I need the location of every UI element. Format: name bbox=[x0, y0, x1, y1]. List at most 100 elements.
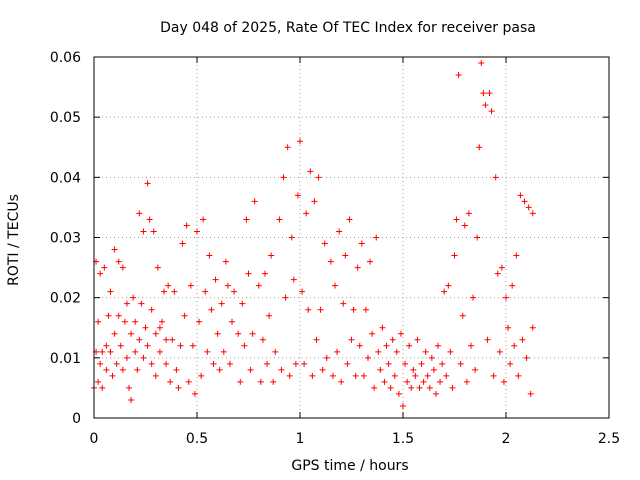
y-tick-label: 0.06 bbox=[50, 50, 81, 66]
data-point bbox=[334, 348, 341, 355]
data-point bbox=[183, 222, 190, 229]
data-point bbox=[235, 330, 242, 337]
y-tick-label: 0.05 bbox=[50, 110, 81, 126]
data-point bbox=[185, 378, 192, 385]
x-tick-labels: 0 0.5 1 1.5 2 2.5 bbox=[90, 431, 621, 447]
data-point bbox=[165, 282, 172, 289]
data-point bbox=[115, 258, 122, 265]
data-point bbox=[280, 174, 287, 181]
data-point bbox=[292, 360, 299, 367]
data-point bbox=[105, 312, 112, 319]
data-point bbox=[447, 348, 454, 355]
data-point bbox=[332, 282, 339, 289]
data-point bbox=[146, 216, 153, 223]
data-point bbox=[130, 294, 137, 301]
data-point bbox=[148, 306, 155, 313]
data-point bbox=[251, 198, 258, 205]
y-tick-label: 0.04 bbox=[50, 170, 81, 186]
data-point bbox=[414, 336, 421, 343]
data-point bbox=[136, 210, 143, 217]
data-point bbox=[222, 258, 229, 265]
data-point bbox=[515, 372, 522, 379]
data-point bbox=[231, 288, 238, 295]
data-point bbox=[441, 288, 448, 295]
data-point bbox=[327, 258, 334, 265]
data-point bbox=[245, 270, 252, 277]
data-point bbox=[426, 384, 433, 391]
data-point bbox=[397, 330, 404, 337]
data-point bbox=[488, 108, 495, 115]
data-point bbox=[140, 354, 147, 361]
data-point bbox=[387, 384, 394, 391]
data-point bbox=[255, 282, 262, 289]
data-point bbox=[309, 372, 316, 379]
data-point bbox=[198, 372, 205, 379]
data-point bbox=[422, 348, 429, 355]
data-point bbox=[99, 348, 106, 355]
data-point bbox=[299, 288, 306, 295]
data-point bbox=[128, 330, 135, 337]
data-point bbox=[416, 384, 423, 391]
data-point bbox=[527, 390, 534, 397]
data-point bbox=[437, 378, 444, 385]
data-point bbox=[509, 282, 516, 289]
data-point bbox=[264, 360, 271, 367]
data-point bbox=[301, 360, 308, 367]
data-point bbox=[268, 252, 275, 259]
y-tick-label: 0.01 bbox=[50, 351, 81, 367]
data-point bbox=[375, 348, 382, 355]
data-point bbox=[189, 342, 196, 349]
data-point bbox=[177, 342, 184, 349]
data-point bbox=[181, 312, 188, 319]
data-point bbox=[305, 306, 312, 313]
data-point bbox=[463, 378, 470, 385]
data-point bbox=[498, 264, 505, 271]
x-tick-label: 0.5 bbox=[186, 431, 208, 447]
data-point bbox=[111, 330, 118, 337]
data-point bbox=[179, 240, 186, 247]
data-point bbox=[410, 366, 417, 373]
data-point bbox=[123, 354, 130, 361]
data-point bbox=[103, 366, 110, 373]
axis-ticks bbox=[93, 56, 610, 419]
data-point bbox=[317, 306, 324, 313]
data-point bbox=[154, 264, 161, 271]
data-point bbox=[144, 180, 151, 187]
data-point bbox=[348, 336, 355, 343]
data-point bbox=[362, 306, 369, 313]
data-point bbox=[445, 282, 452, 289]
data-point bbox=[461, 222, 468, 229]
data-point bbox=[216, 366, 223, 373]
data-point bbox=[99, 384, 106, 391]
data-point bbox=[503, 294, 509, 301]
data-point bbox=[229, 318, 236, 325]
data-point bbox=[408, 384, 415, 391]
data-point bbox=[138, 300, 145, 307]
data-point bbox=[377, 366, 384, 373]
data-point bbox=[459, 312, 466, 319]
data-point bbox=[439, 360, 446, 367]
data-point bbox=[478, 60, 485, 67]
data-point bbox=[148, 360, 155, 367]
data-point bbox=[97, 360, 104, 367]
data-point bbox=[194, 228, 200, 235]
data-point bbox=[391, 372, 398, 379]
data-point bbox=[424, 372, 431, 379]
y-tick-label: 0 bbox=[72, 411, 81, 427]
data-point bbox=[490, 372, 497, 379]
data-point bbox=[144, 342, 151, 349]
data-point bbox=[284, 144, 291, 151]
data-point bbox=[119, 264, 126, 271]
data-point bbox=[467, 342, 474, 349]
data-point bbox=[367, 258, 374, 265]
data-point bbox=[379, 324, 386, 331]
data-point bbox=[161, 288, 168, 295]
data-point bbox=[494, 270, 501, 277]
data-point bbox=[342, 252, 349, 259]
data-points bbox=[91, 60, 536, 409]
x-tick-label: 2.5 bbox=[598, 431, 620, 447]
data-point bbox=[132, 318, 139, 325]
data-point bbox=[158, 318, 165, 325]
data-point bbox=[389, 336, 396, 343]
data-point bbox=[132, 348, 139, 355]
